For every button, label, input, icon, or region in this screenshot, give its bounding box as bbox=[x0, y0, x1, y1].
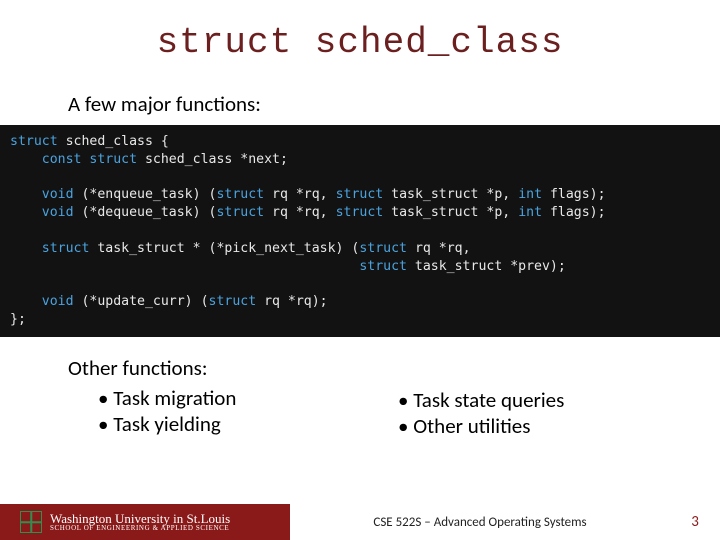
code-kw: struct bbox=[10, 241, 89, 256]
code-text: task_struct * (*pick_next_task) ( bbox=[89, 241, 359, 256]
code-kw: struct bbox=[209, 294, 257, 309]
code-text: sched_class { bbox=[58, 134, 169, 149]
school-name: SCHOOL OF ENGINEERING & APPLIED SCIENCE bbox=[50, 525, 230, 532]
code-text: (*enqueue_task) ( bbox=[74, 187, 217, 202]
code-text: (*update_curr) ( bbox=[74, 294, 209, 309]
bullet-item: Task migration bbox=[98, 385, 368, 411]
code-text: task_struct *prev); bbox=[407, 259, 566, 274]
code-blank bbox=[10, 223, 18, 238]
page-number: 3 bbox=[670, 513, 720, 531]
code-blank bbox=[10, 277, 18, 292]
code-kw: struct bbox=[336, 187, 384, 202]
code-kw: struct bbox=[336, 205, 384, 220]
code-text: rq *rq, bbox=[264, 187, 335, 202]
code-text: rq *rq, bbox=[264, 205, 335, 220]
code-kw: int bbox=[518, 187, 542, 202]
bullet-item: Task state queries bbox=[398, 387, 668, 413]
subtitle-text: A few major functions: bbox=[68, 91, 720, 117]
code-kw: int bbox=[518, 205, 542, 220]
code-text: sched_class *next; bbox=[137, 152, 288, 167]
code-text: rq *rq); bbox=[256, 294, 327, 309]
other-functions-label: Other functions: bbox=[68, 355, 720, 381]
code-kw: void bbox=[10, 187, 74, 202]
slide-footer: Washington University in St.Louis SCHOOL… bbox=[0, 504, 720, 540]
code-kw: struct bbox=[359, 259, 407, 274]
right-column: Task state queries Other utilities bbox=[368, 385, 668, 439]
bullet-item: Task yielding bbox=[98, 411, 368, 437]
code-text: rq *rq, bbox=[407, 241, 471, 256]
slide-title: struct sched_class bbox=[0, 0, 720, 63]
shield-icon bbox=[20, 511, 42, 533]
code-text: flags); bbox=[542, 205, 606, 220]
code-kw: struct bbox=[10, 134, 58, 149]
code-text: (*dequeue_task) ( bbox=[74, 205, 217, 220]
university-name: Washington University in St.Louis bbox=[50, 512, 230, 526]
bullet-item: Other utilities bbox=[398, 413, 668, 439]
left-column: Task migration Task yielding bbox=[68, 385, 368, 439]
code-kw: void bbox=[10, 294, 74, 309]
code-text: }; bbox=[10, 312, 26, 327]
code-indent bbox=[10, 259, 359, 274]
code-block: struct sched_class { const struct sched_… bbox=[0, 125, 720, 337]
code-kw: struct bbox=[216, 187, 264, 202]
code-kw: const struct bbox=[10, 152, 137, 167]
code-kw: struct bbox=[216, 205, 264, 220]
code-text: task_struct *p, bbox=[383, 187, 518, 202]
code-text: task_struct *p, bbox=[383, 205, 518, 220]
code-kw: void bbox=[10, 205, 74, 220]
university-logo-text: Washington University in St.Louis SCHOOL… bbox=[50, 512, 230, 533]
bullet-columns: Task migration Task yielding Task state … bbox=[68, 385, 720, 439]
code-kw: struct bbox=[359, 241, 407, 256]
code-text: flags); bbox=[542, 187, 606, 202]
code-blank bbox=[10, 170, 18, 185]
course-label: CSE 522S – Advanced Operating Systems bbox=[290, 515, 670, 530]
footer-logo-block: Washington University in St.Louis SCHOOL… bbox=[0, 504, 290, 540]
